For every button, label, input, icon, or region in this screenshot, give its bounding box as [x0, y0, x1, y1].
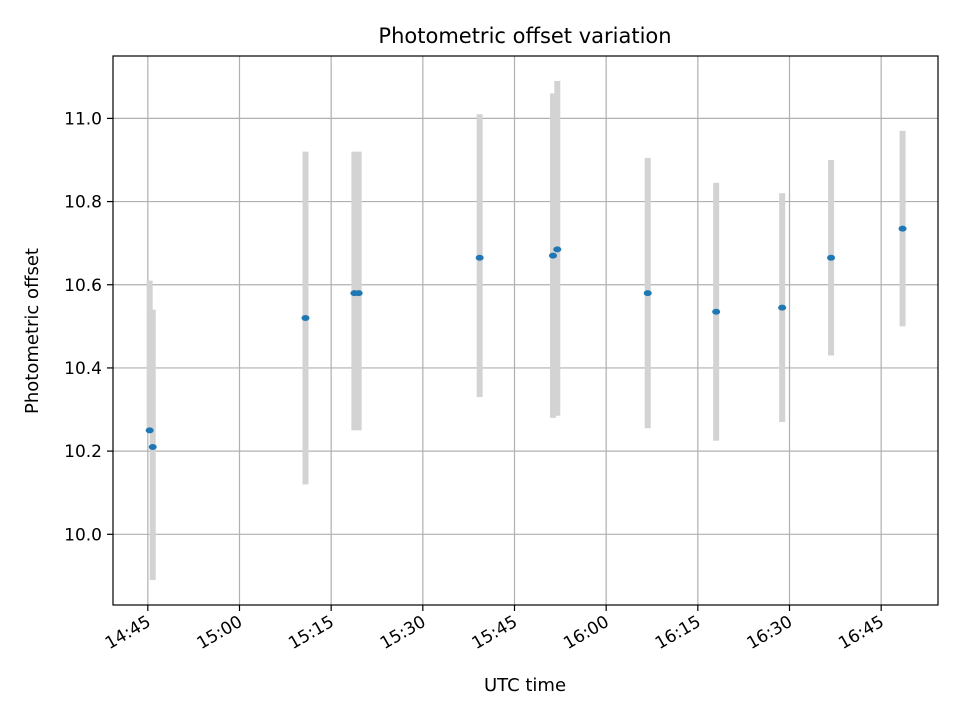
x-tick-label: 14:45 — [102, 612, 154, 654]
y-axis-title: Photometric offset — [22, 248, 43, 414]
y-tick-label: 10.8 — [64, 193, 102, 213]
data-point — [778, 304, 787, 311]
y-tick-label: 10.4 — [64, 359, 102, 379]
x-axis-ticks: 14:45 15:00 15:15 15:30 15:45 16:00 16:15 16:30… — [102, 605, 888, 654]
y-tick-label: 10.2 — [64, 442, 102, 462]
x-tick-label: 15:15 — [285, 612, 337, 654]
x-tick-label: 16:45 — [835, 612, 887, 654]
x-tick-label: 16:30 — [744, 612, 796, 654]
data-point — [354, 290, 363, 297]
data-point — [145, 427, 154, 434]
data-point — [301, 315, 310, 322]
y-tick-label: 11.0 — [64, 109, 102, 129]
data-point — [898, 225, 907, 232]
data-point — [827, 254, 836, 261]
data-point — [643, 290, 652, 297]
chart-title: Photometric offset variation — [378, 24, 671, 48]
grid-lines — [113, 56, 938, 605]
data-point — [148, 443, 157, 450]
data-point — [475, 254, 484, 261]
error-bars — [146, 80, 906, 581]
y-axis-ticks: 10.0 10.2 10.4 10.6 10.8 11.0 — [64, 109, 113, 545]
y-tick-label: 10.0 — [64, 525, 102, 545]
x-tick-label: 15:45 — [469, 612, 521, 654]
data-points — [145, 225, 907, 450]
x-tick-label: 15:30 — [377, 612, 429, 654]
data-point — [712, 308, 721, 315]
data-point — [553, 246, 562, 253]
x-axis-title: UTC time — [484, 675, 566, 696]
error-bar — [146, 280, 153, 431]
x-tick-label: 15:00 — [194, 612, 246, 654]
plot-area-frame — [112, 55, 939, 606]
y-tick-label: 10.6 — [64, 276, 102, 296]
x-tick-label: 16:00 — [560, 612, 612, 654]
data-point — [549, 252, 557, 259]
x-tick-label: 16:15 — [652, 612, 704, 654]
